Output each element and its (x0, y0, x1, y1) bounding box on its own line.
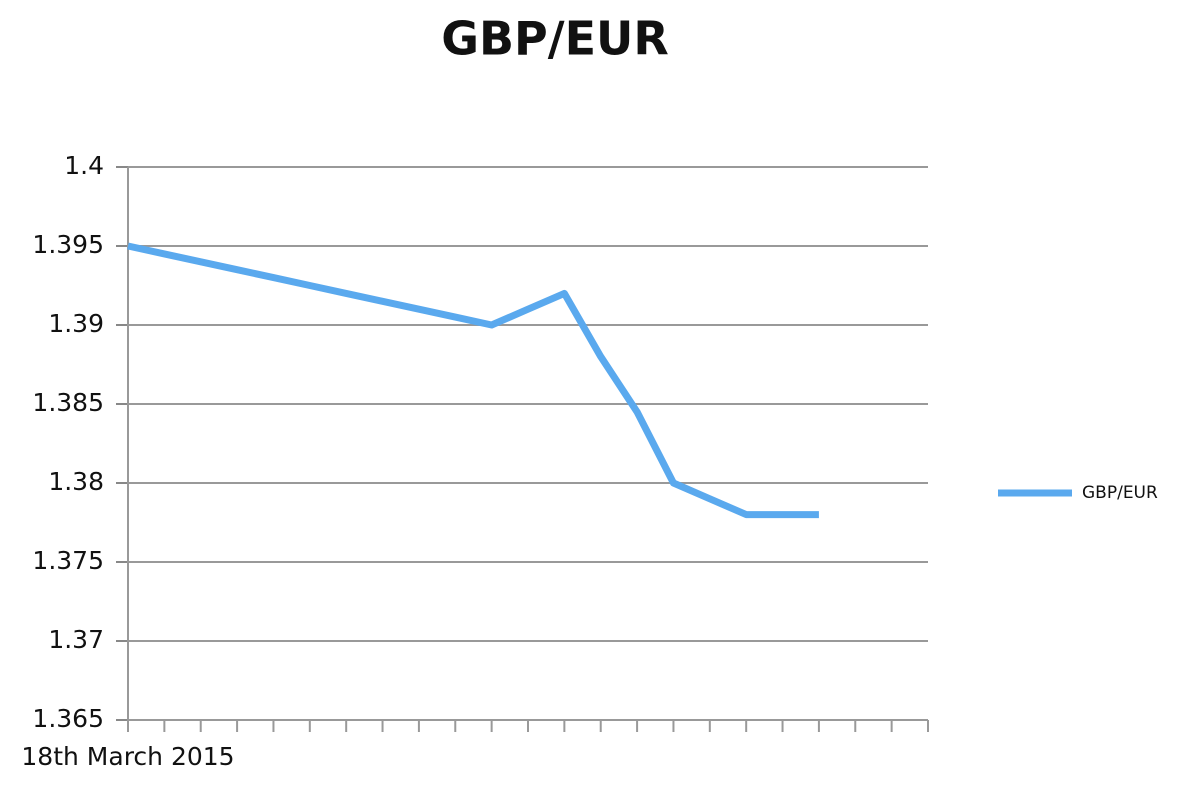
y-tick-label: 1.385 (32, 388, 104, 417)
chart-title: GBP/EUR (441, 12, 669, 66)
x-tick-label: 18th March 2015 (21, 742, 234, 771)
y-tick-label: 1.37 (48, 625, 104, 654)
y-tick-label: 1.38 (48, 467, 104, 496)
y-tick-label: 1.4 (64, 151, 104, 180)
y-tick-label: 1.395 (32, 230, 104, 259)
y-tick-label: 1.375 (32, 546, 104, 575)
y-tick-label: 1.39 (48, 309, 104, 338)
legend-label: GBP/EUR (1082, 483, 1158, 503)
y-tick-label: 1.365 (32, 704, 104, 733)
series-line (127, 242, 819, 519)
